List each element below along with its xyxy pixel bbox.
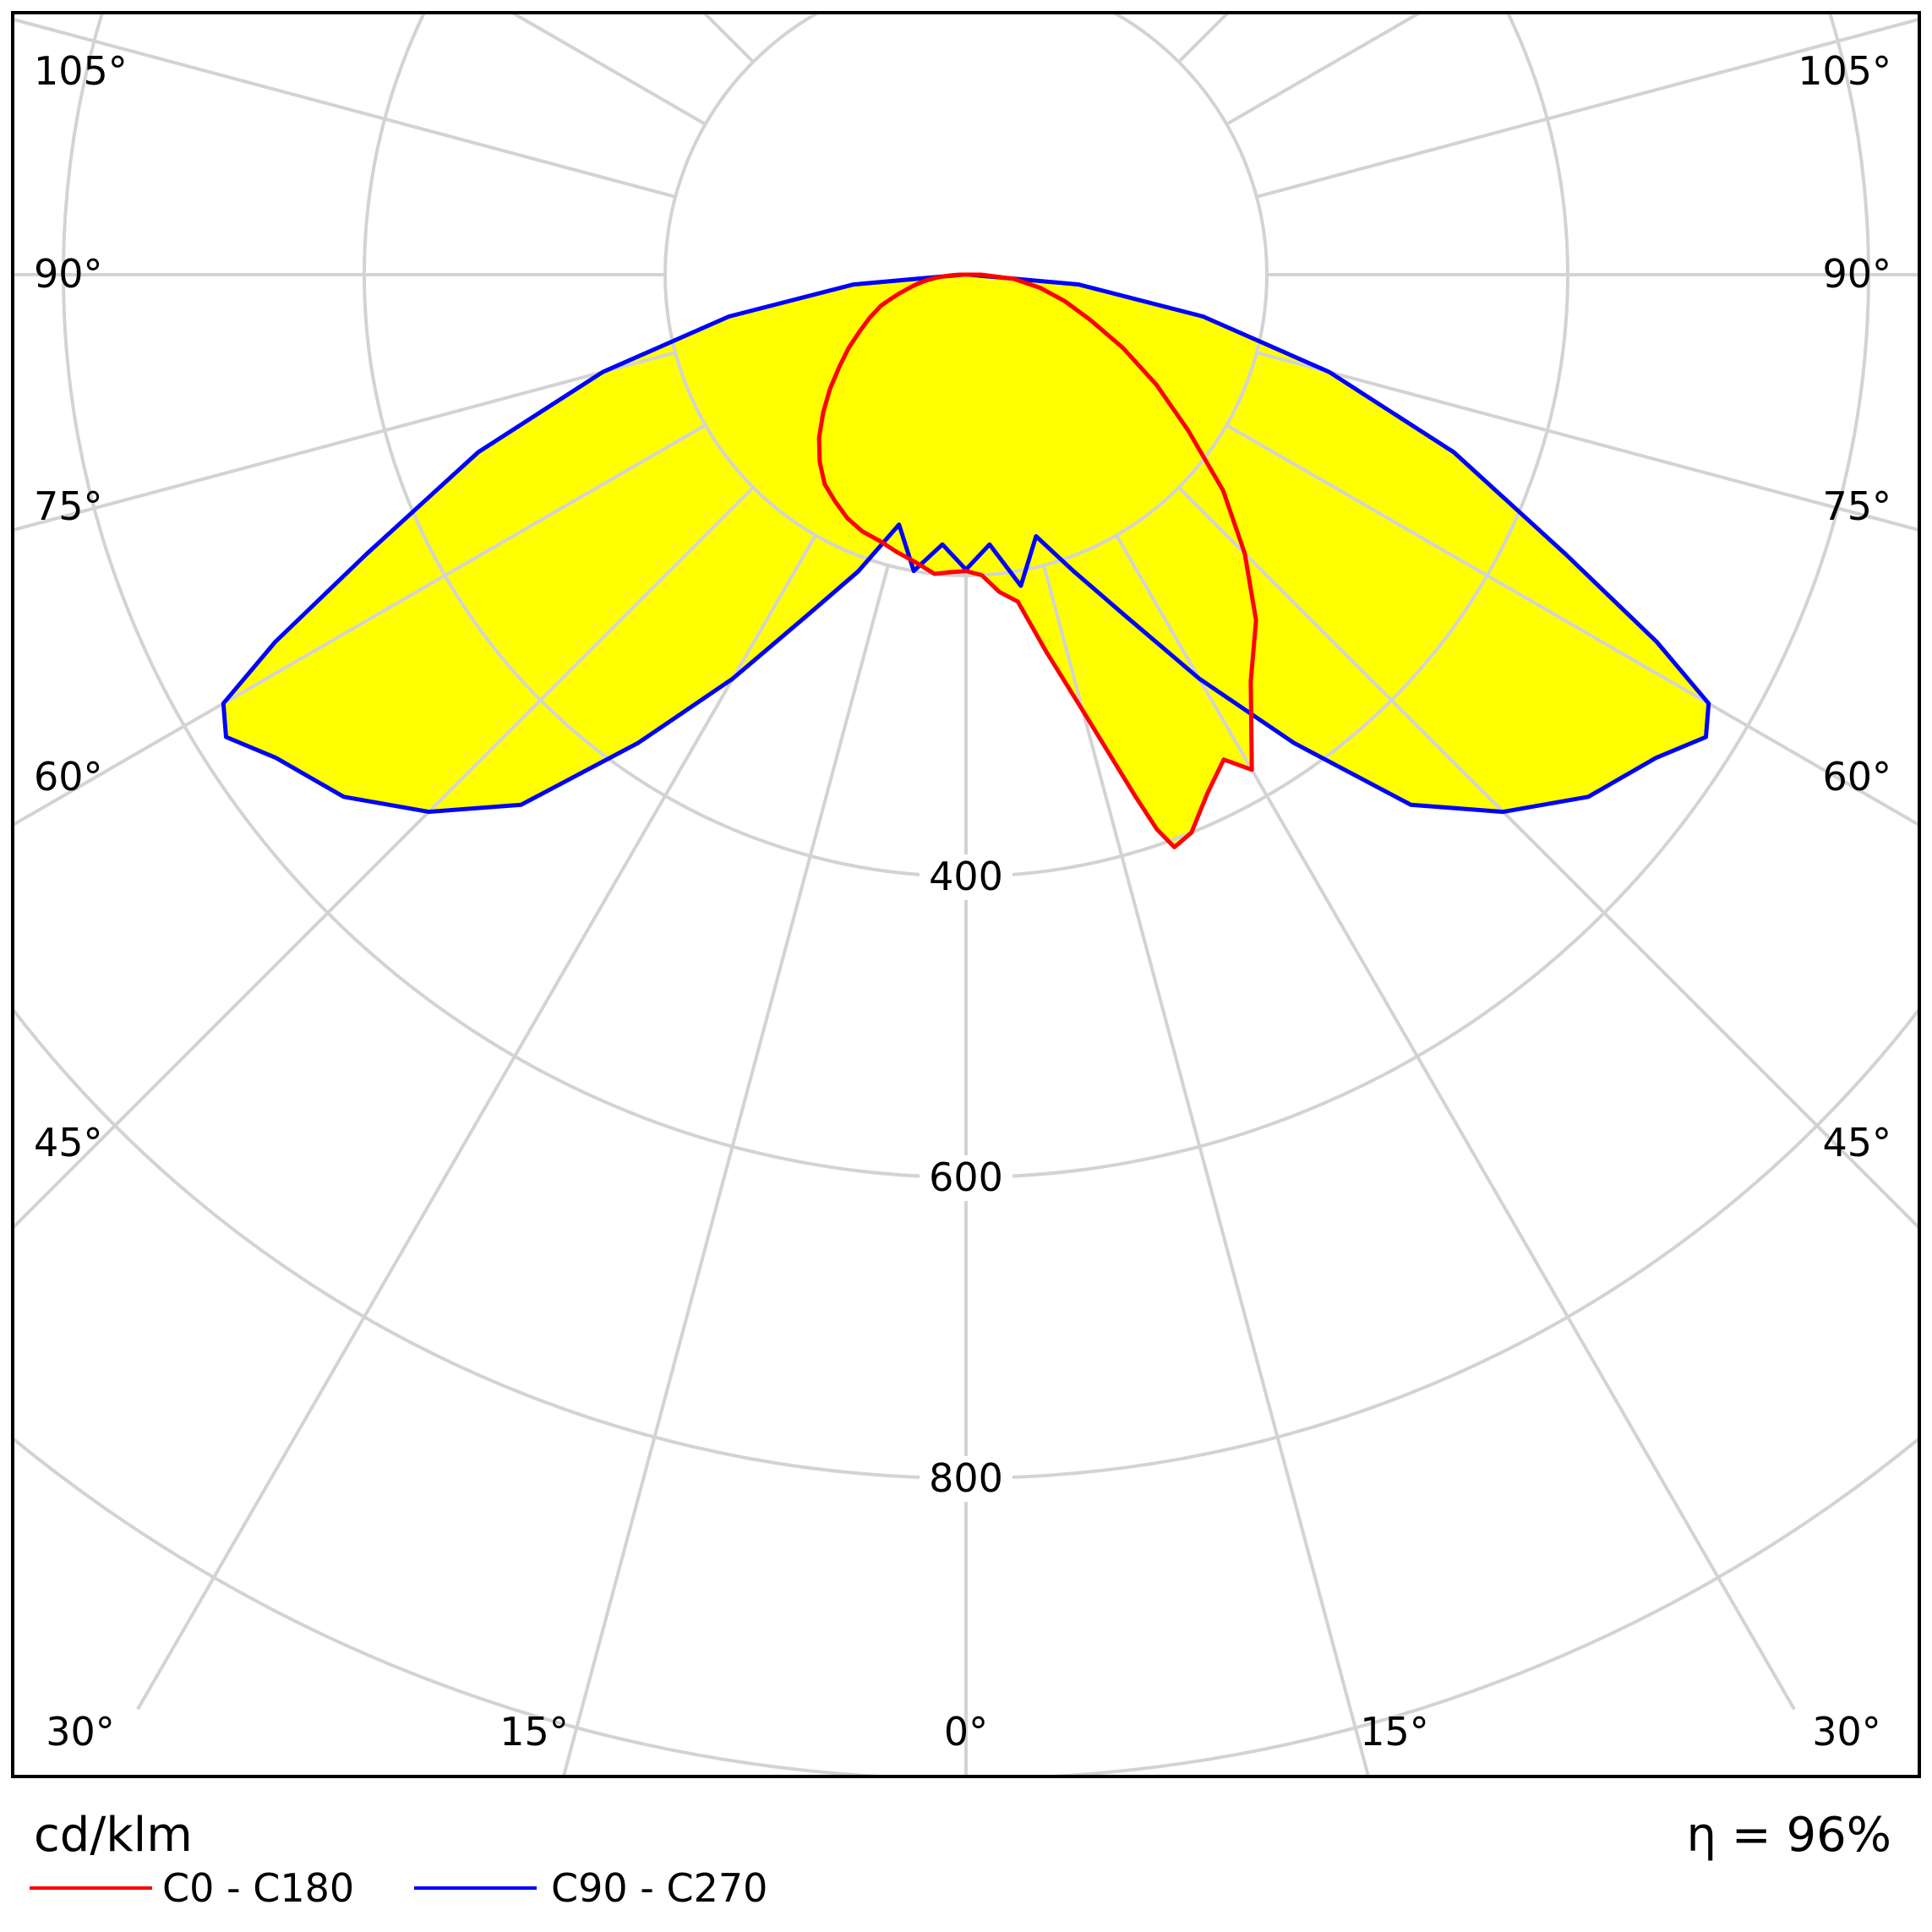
grid-spoke-30 bbox=[1115, 534, 1796, 1711]
distribution-fill-area bbox=[223, 275, 1709, 848]
radial-tick-600-bg bbox=[920, 1155, 1012, 1201]
series-curve-c0-c180 bbox=[816, 272, 1258, 849]
angle-label-left-3: 90° bbox=[34, 251, 103, 297]
efficiency-label: η = 96% bbox=[1687, 1808, 1891, 1863]
angle-label-left-0: 45° bbox=[34, 1120, 103, 1165]
grid-spoke-105 bbox=[1256, 17, 1919, 199]
angle-label-bottom-2: 0° bbox=[944, 1709, 988, 1755]
angle-label-bottom-0: 30° bbox=[46, 1709, 115, 1755]
grid-spoke-285 bbox=[13, 351, 676, 532]
radial-tick-400-bg bbox=[920, 854, 1012, 900]
grid-spoke-15 bbox=[1042, 565, 1371, 1776]
grid-spoke-345 bbox=[561, 565, 890, 1776]
angle-label-left-1: 60° bbox=[34, 754, 103, 800]
angle-label-left-4: 105° bbox=[34, 48, 128, 94]
angle-label-left-2: 75° bbox=[34, 483, 103, 529]
series-curves bbox=[221, 272, 1711, 849]
grid-spoke-315 bbox=[13, 486, 755, 1231]
chart-labels: 400 600 800 30° 15° 0° 15° 30° 45° 45° 60° 60° 75° 75… bbox=[34, 48, 1891, 1755]
legend: C0 - C180 C90 - C270 bbox=[30, 1865, 767, 1911]
plot-frame bbox=[11, 11, 1921, 1778]
series-curve-c90-c270 bbox=[221, 272, 1711, 815]
grid-spoke-300 bbox=[13, 423, 707, 827]
angle-label-right-4: 105° bbox=[1798, 48, 1891, 94]
angle-label-bottom-4: 30° bbox=[1812, 1709, 1881, 1755]
grid-spoke-45 bbox=[1177, 486, 1919, 1231]
grid-spoke-255 bbox=[13, 17, 676, 199]
angle-label-right-1: 60° bbox=[1822, 754, 1891, 800]
radial-tick-600: 600 bbox=[929, 1154, 1003, 1200]
angle-label-right-3: 90° bbox=[1822, 251, 1891, 297]
radial-tick-800-bg bbox=[920, 1456, 1012, 1502]
angle-label-right-0: 45° bbox=[1822, 1120, 1891, 1165]
grid-spoke-330 bbox=[136, 534, 817, 1711]
grid-spoke-60 bbox=[1225, 423, 1919, 827]
unit-label: cd/klm bbox=[34, 1808, 193, 1863]
angle-label-bottom-1: 15° bbox=[499, 1709, 569, 1755]
radial-tick-800: 800 bbox=[929, 1455, 1003, 1501]
legend-label-c0-c180: C0 - C180 bbox=[162, 1865, 354, 1911]
angle-label-right-2: 75° bbox=[1822, 483, 1891, 529]
angle-label-bottom-3: 15° bbox=[1360, 1709, 1429, 1755]
legend-label-c90-c270: C90 - C270 bbox=[551, 1865, 767, 1911]
grid-spoke-75 bbox=[1256, 351, 1919, 532]
radial-tick-400: 400 bbox=[929, 854, 1003, 899]
